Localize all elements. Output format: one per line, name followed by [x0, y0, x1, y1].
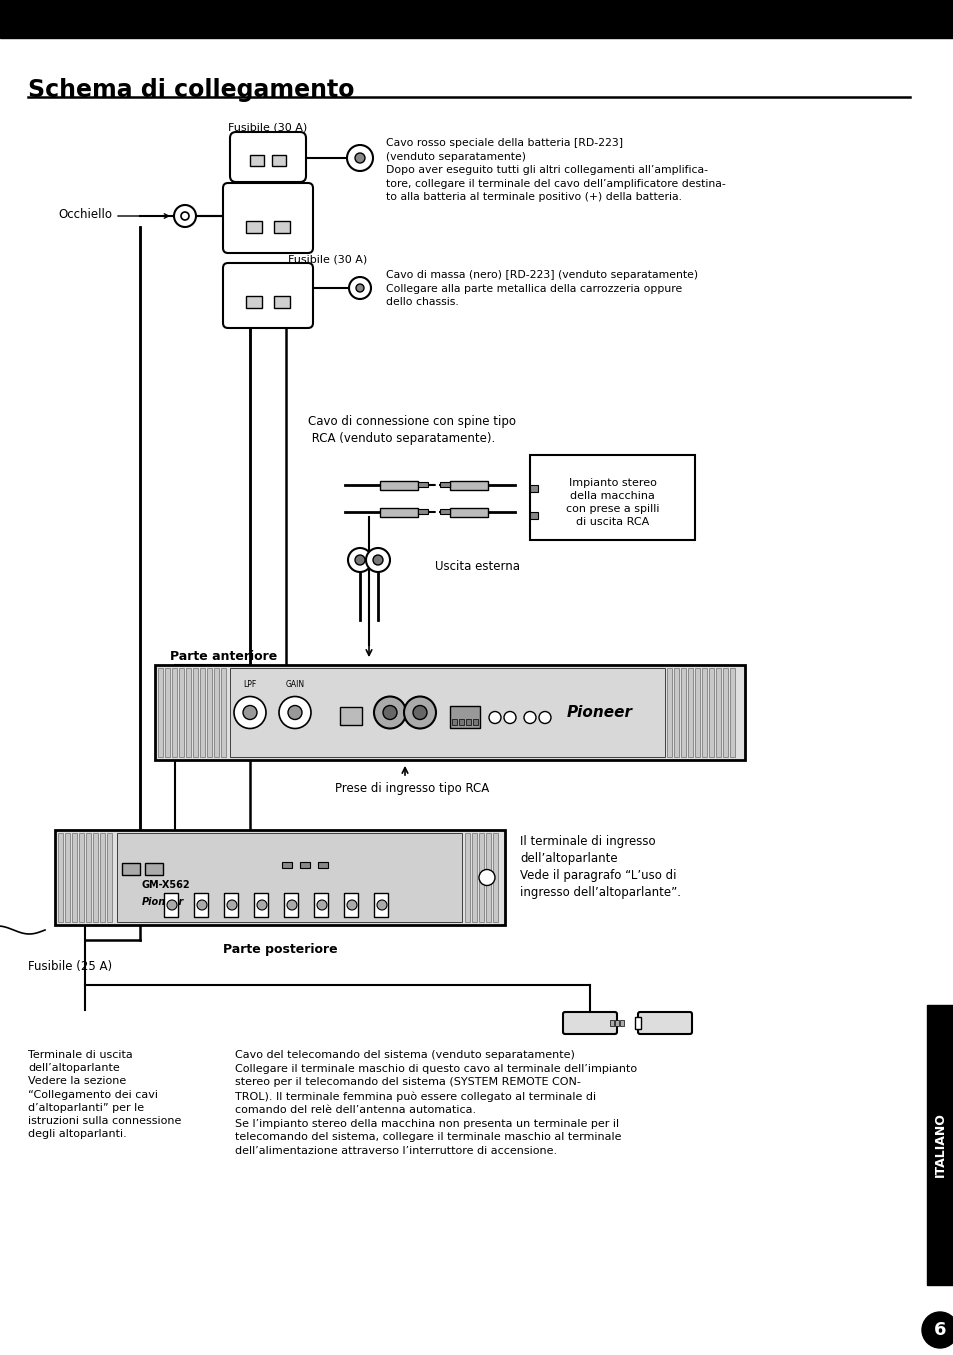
Bar	[344, 893, 357, 917]
Bar	[179, 668, 184, 757]
Text: Uscita esterna: Uscita esterna	[435, 560, 519, 573]
Bar	[722, 668, 727, 757]
Circle shape	[181, 211, 189, 220]
Circle shape	[347, 900, 356, 911]
FancyBboxPatch shape	[223, 263, 313, 328]
Text: Fusibile (25 A): Fusibile (25 A)	[28, 959, 112, 973]
Text: Cavo di connessione con spine tipo
 RCA (venduto separatamente).: Cavo di connessione con spine tipo RCA (…	[308, 415, 516, 444]
Text: Il terminale di ingresso
dell’altoparlante
Vede il paragrafo “L’uso di
ingresso : Il terminale di ingresso dell’altoparlan…	[519, 835, 680, 898]
Bar	[154, 665, 744, 760]
Bar	[687, 668, 692, 757]
Bar	[530, 455, 695, 541]
Text: Cavo rosso speciale della batteria [RD-223]
(venduto separatamente)
Dopo aver es: Cavo rosso speciale della batteria [RD-2…	[386, 138, 725, 202]
Bar	[158, 668, 163, 757]
Bar	[282, 862, 292, 869]
Bar	[100, 833, 105, 921]
Bar	[284, 893, 297, 917]
Text: ITALIANO: ITALIANO	[933, 1112, 945, 1177]
Bar	[213, 668, 219, 757]
Circle shape	[355, 556, 365, 565]
Bar	[299, 862, 310, 869]
Bar	[272, 154, 286, 167]
Bar	[107, 833, 112, 921]
Bar	[708, 668, 713, 757]
Bar	[79, 833, 84, 921]
Bar	[224, 893, 237, 917]
Bar	[92, 833, 98, 921]
Circle shape	[374, 696, 406, 729]
Bar	[666, 668, 671, 757]
Bar	[530, 512, 537, 519]
Circle shape	[413, 706, 427, 720]
Circle shape	[278, 696, 311, 729]
Bar	[186, 668, 191, 757]
Text: LPF: LPF	[243, 680, 256, 688]
FancyBboxPatch shape	[230, 131, 306, 182]
Bar	[339, 706, 361, 725]
Bar	[172, 668, 177, 757]
FancyBboxPatch shape	[223, 183, 313, 253]
Bar	[926, 1005, 953, 1285]
Bar	[317, 862, 328, 869]
Bar	[673, 668, 679, 757]
Bar	[680, 668, 685, 757]
Bar	[695, 668, 700, 757]
Bar	[117, 833, 461, 921]
Bar	[439, 509, 450, 514]
Bar	[473, 718, 477, 725]
Bar	[379, 508, 417, 518]
Circle shape	[227, 900, 236, 911]
Bar	[465, 718, 471, 725]
Bar	[250, 154, 264, 167]
Text: Pioneer: Pioneer	[566, 705, 633, 720]
Bar	[65, 833, 70, 921]
Bar	[165, 668, 170, 757]
Circle shape	[349, 276, 371, 299]
Bar	[314, 893, 328, 917]
Text: Occhiello: Occhiello	[58, 209, 112, 221]
Bar	[417, 482, 428, 486]
Circle shape	[478, 870, 495, 886]
Bar	[374, 893, 388, 917]
Circle shape	[233, 696, 266, 729]
Bar	[253, 893, 268, 917]
Text: Impianto stereo
della macchina
con prese a spilli
di uscita RCA: Impianto stereo della macchina con prese…	[565, 478, 659, 527]
Circle shape	[316, 900, 327, 911]
Bar	[635, 1018, 640, 1028]
Bar	[145, 863, 163, 875]
Text: Pioneer: Pioneer	[142, 897, 184, 906]
Bar	[478, 833, 483, 921]
Circle shape	[376, 900, 387, 911]
Circle shape	[196, 900, 207, 911]
Bar	[464, 833, 470, 921]
Bar	[122, 863, 140, 875]
Bar	[193, 668, 198, 757]
Circle shape	[355, 285, 364, 291]
Bar	[55, 831, 504, 925]
Bar	[609, 1020, 614, 1026]
Circle shape	[382, 706, 396, 720]
Text: Schema di collegamento: Schema di collegamento	[28, 79, 355, 102]
Circle shape	[921, 1312, 953, 1348]
Circle shape	[538, 711, 551, 724]
Text: Parte posteriore: Parte posteriore	[222, 943, 337, 957]
Text: Parte anteriore: Parte anteriore	[170, 650, 277, 663]
FancyBboxPatch shape	[562, 1012, 617, 1034]
Bar	[58, 833, 63, 921]
Circle shape	[403, 696, 436, 729]
Text: Fusibile (30 A): Fusibile (30 A)	[288, 255, 367, 266]
Text: Fusibile (30 A): Fusibile (30 A)	[228, 122, 307, 131]
Circle shape	[373, 556, 382, 565]
Circle shape	[288, 706, 302, 720]
Circle shape	[348, 547, 372, 572]
Bar	[274, 295, 290, 308]
Bar	[450, 508, 488, 518]
Bar	[71, 833, 77, 921]
Bar	[200, 668, 205, 757]
Bar	[417, 509, 428, 514]
Bar	[221, 668, 226, 757]
Bar	[230, 668, 664, 757]
Bar	[729, 668, 734, 757]
Bar	[193, 893, 208, 917]
Bar	[701, 668, 706, 757]
